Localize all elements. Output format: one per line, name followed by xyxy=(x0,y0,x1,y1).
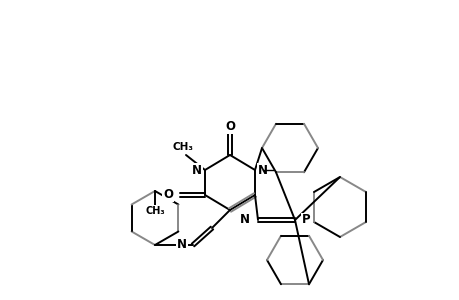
Text: CH₃: CH₃ xyxy=(145,206,164,216)
Text: P: P xyxy=(302,214,310,226)
Text: CH₃: CH₃ xyxy=(172,142,193,152)
Text: O: O xyxy=(162,188,173,202)
Text: N: N xyxy=(177,238,187,251)
Text: N: N xyxy=(240,214,249,226)
Text: N: N xyxy=(257,164,268,176)
Text: N: N xyxy=(191,164,202,176)
Text: O: O xyxy=(224,121,235,134)
